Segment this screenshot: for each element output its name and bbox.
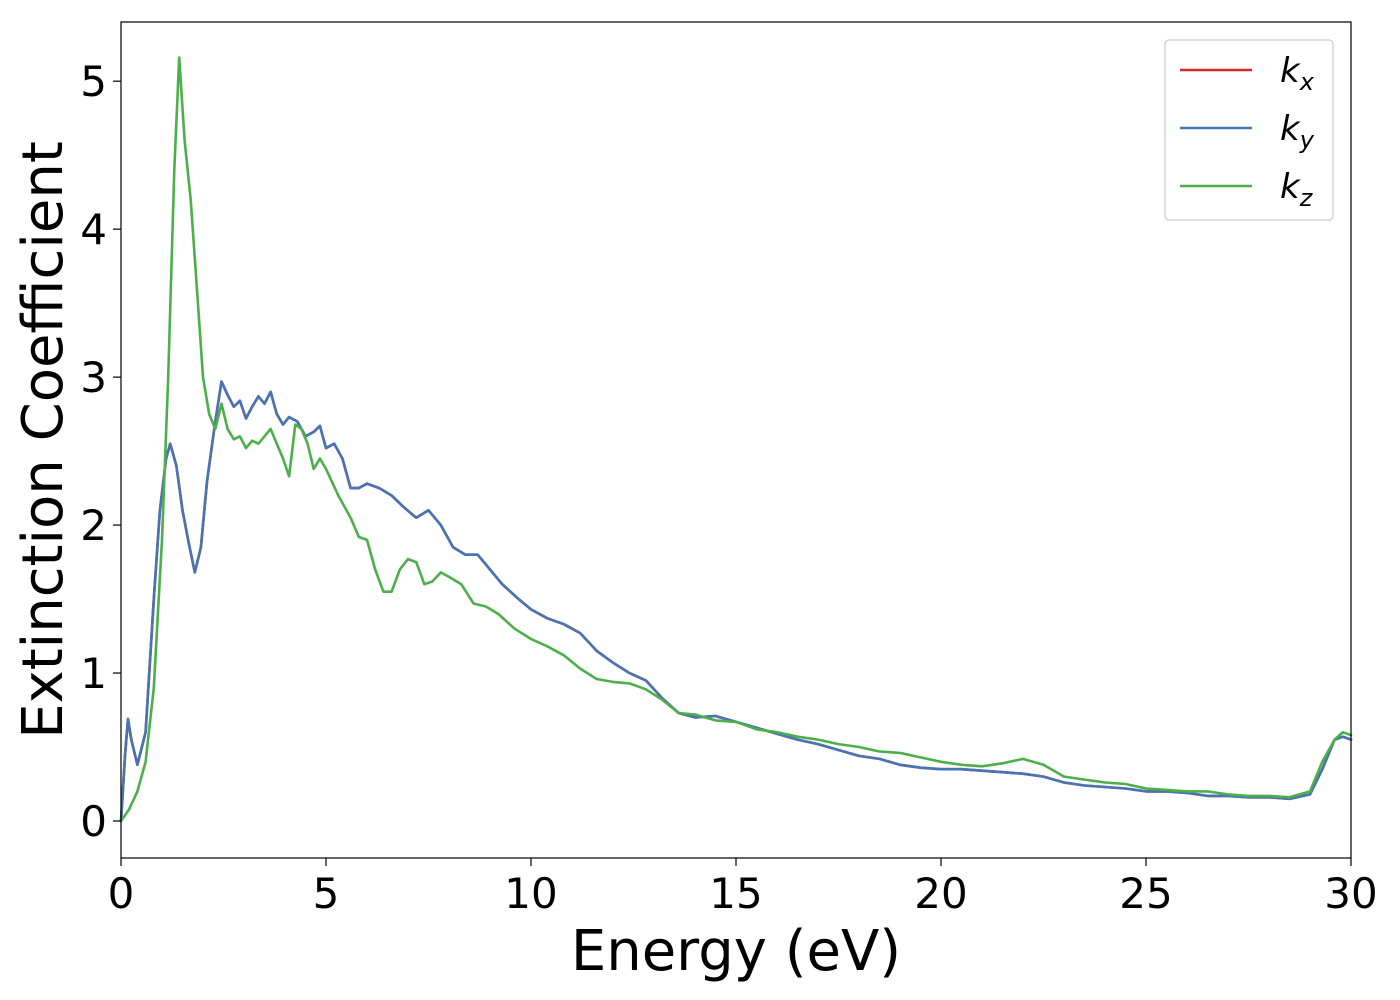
y-tick-label: 5 [80,57,107,106]
legend-label-base: k [1280,51,1301,91]
x-tick-label: 5 [313,869,340,918]
legend-label-base: k [1280,109,1301,149]
legend-box [1164,39,1334,221]
series-line-y [119,380,1353,823]
y-tick-label: 1 [80,649,107,698]
legend-label-subscript: y [1299,126,1315,154]
legend-label-subscript: z [1299,184,1314,212]
legend-label-y: ky [1280,109,1315,154]
y-tick-label: 4 [80,205,107,254]
x-axis-label: Energy (eV) [571,919,901,984]
x-tick-label: 20 [914,869,967,918]
x-tick-label: 25 [1119,869,1172,918]
y-tick-label: 0 [80,797,107,846]
series-line-z [119,56,1353,823]
y-tick-label: 2 [80,501,107,550]
plot-lines [119,56,1353,823]
y-tick-label: 3 [80,353,107,402]
x-tick-label: 10 [504,869,557,918]
y-axis-ticks: 0 1 2 3 4 5 [80,57,121,846]
x-axis-ticks: 0 5 10 15 20 25 30 [108,858,1378,918]
legend-label-subscript: x [1299,68,1315,96]
legend-label-x: kx [1280,51,1315,96]
x-tick-label: 15 [709,869,762,918]
legend-label-z: kz [1280,167,1314,212]
legend-label-base: k [1280,167,1301,207]
x-tick-label: 0 [108,869,135,918]
y-axis-label: Extinction Coefficient [11,141,76,739]
x-tick-label: 30 [1324,869,1377,918]
